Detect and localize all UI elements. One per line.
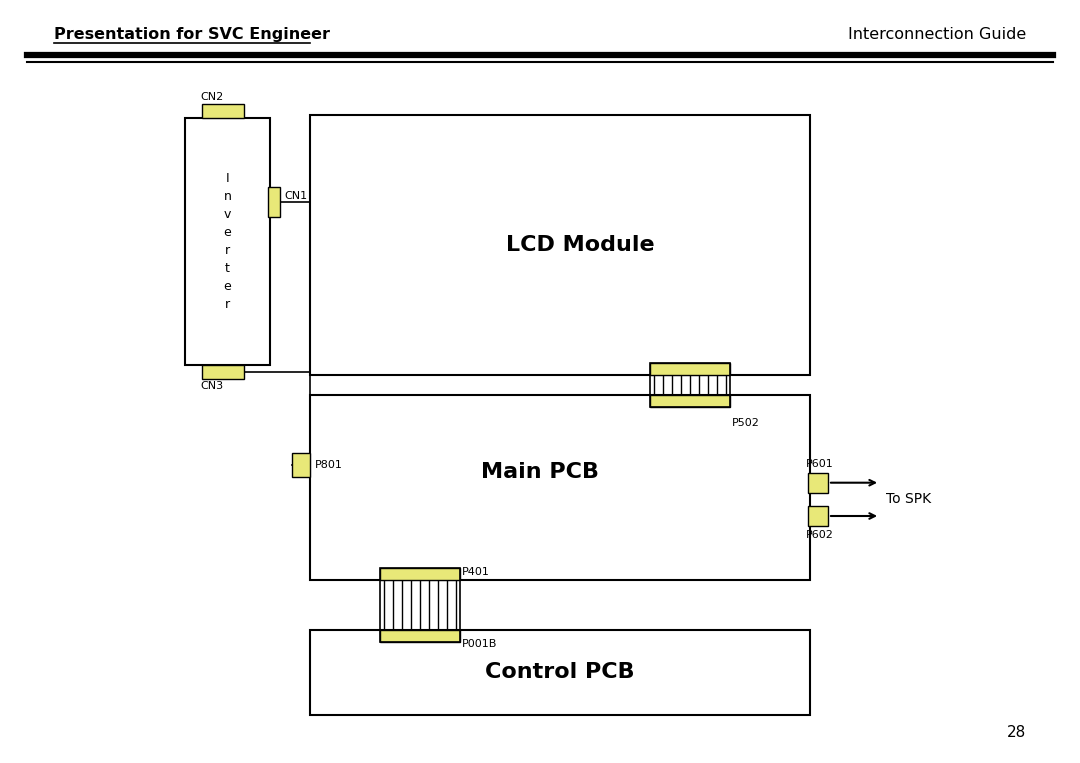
Text: Main PCB: Main PCB bbox=[481, 462, 599, 482]
Text: P001B: P001B bbox=[462, 639, 498, 649]
Bar bbox=[202, 104, 244, 118]
Text: CN3: CN3 bbox=[200, 381, 224, 391]
Text: P601: P601 bbox=[806, 459, 834, 468]
Bar bbox=[202, 365, 244, 379]
Bar bbox=[185, 118, 270, 365]
Text: To SPK: To SPK bbox=[886, 492, 931, 507]
Text: P502: P502 bbox=[732, 418, 760, 428]
Bar bbox=[380, 568, 460, 642]
Text: P401: P401 bbox=[462, 567, 490, 577]
Bar bbox=[292, 453, 310, 478]
Bar bbox=[650, 363, 730, 407]
Bar bbox=[268, 187, 280, 217]
Text: CN1: CN1 bbox=[284, 192, 307, 201]
Bar bbox=[650, 395, 730, 407]
Text: Control PCB: Control PCB bbox=[485, 662, 635, 682]
Bar bbox=[380, 630, 460, 642]
Bar bbox=[808, 473, 828, 493]
Text: P801: P801 bbox=[315, 460, 342, 470]
Bar bbox=[380, 568, 460, 580]
Text: Presentation for SVC Engineer: Presentation for SVC Engineer bbox=[54, 27, 330, 42]
Text: LCD Module: LCD Module bbox=[505, 235, 654, 255]
Text: P602: P602 bbox=[806, 530, 834, 540]
Text: I
n
v
e
r
t
e
r: I n v e r t e r bbox=[224, 172, 231, 311]
Text: CN2: CN2 bbox=[200, 92, 224, 102]
Bar bbox=[310, 630, 810, 715]
Bar bbox=[808, 506, 828, 526]
Text: 28: 28 bbox=[1007, 725, 1026, 740]
Bar bbox=[650, 363, 730, 375]
Text: Interconnection Guide: Interconnection Guide bbox=[848, 27, 1026, 42]
Bar bbox=[310, 395, 810, 580]
Bar bbox=[310, 115, 810, 375]
